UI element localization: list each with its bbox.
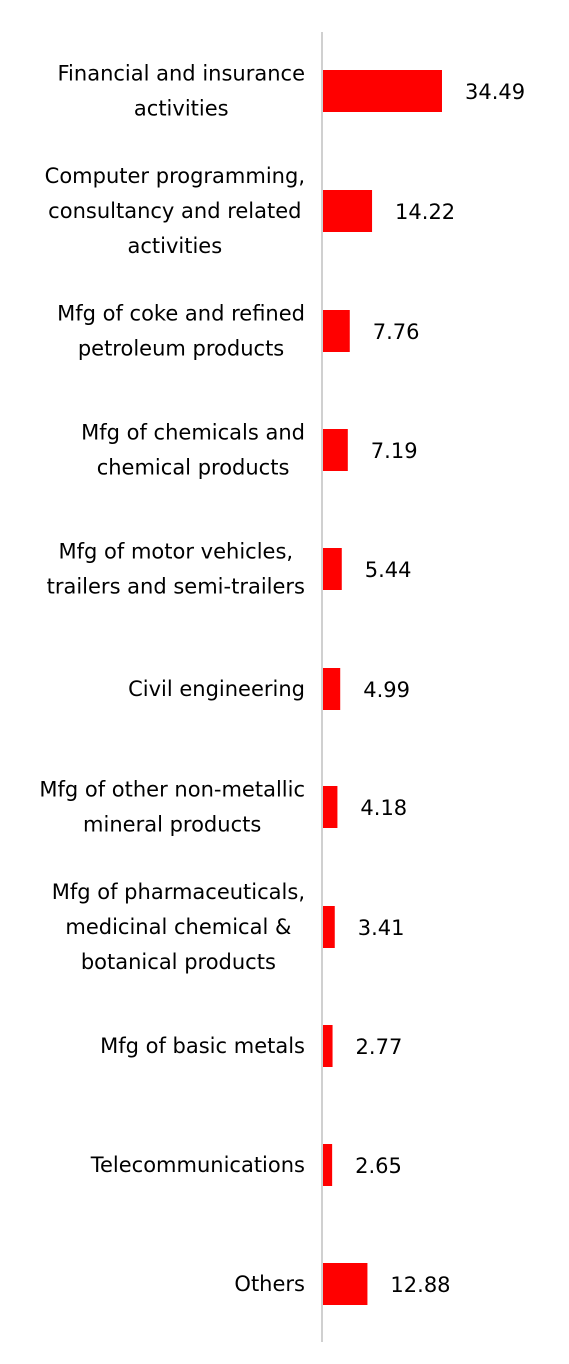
bar: [323, 668, 341, 710]
category-label: Telecommunications: [90, 1153, 305, 1177]
category-label-line: Mfg of pharmaceuticals,: [52, 880, 305, 904]
category-label-line: petroleum products: [78, 337, 284, 361]
category-label-line: Telecommunications: [90, 1153, 305, 1177]
category-label: Mfg of chemicals and chemical products: [81, 421, 305, 480]
value-label: 34.49: [465, 80, 525, 104]
value-label: 4.99: [363, 678, 410, 702]
value-label: 3.41: [358, 916, 405, 940]
category-label-line: medicinal chemical &: [65, 915, 291, 939]
category-label-line: Mfg of chemicals and: [81, 421, 305, 445]
category-label-line: chemical products: [97, 456, 290, 480]
category-label: Mfg of basic metals: [100, 1034, 305, 1058]
value-label: 14.22: [395, 200, 455, 224]
value-label: 12.88: [390, 1273, 450, 1297]
category-label-line: Mfg of coke and refined: [57, 302, 305, 326]
bar: [323, 1263, 368, 1305]
category-label: Civil engineering: [128, 677, 305, 701]
category-label-line: activities: [127, 234, 222, 258]
category-label: Financial and insurance activities: [58, 62, 306, 121]
category-label-line: consultancy and related: [48, 199, 301, 223]
bar: [323, 1144, 333, 1186]
category-label-line: Civil engineering: [128, 677, 305, 701]
bar: [323, 786, 338, 828]
bar: [323, 429, 348, 471]
category-label-line: Others: [234, 1272, 305, 1296]
value-label: 2.77: [356, 1035, 403, 1059]
bar: [323, 1025, 333, 1067]
category-label-line: mineral products: [83, 813, 261, 837]
bar: [323, 906, 335, 948]
value-label: 7.76: [373, 320, 420, 344]
category-label-line: Financial and insurance: [58, 62, 306, 86]
category-label-line: trailers and semi-trailers: [47, 575, 305, 599]
category-label-line: Mfg of motor vehicles,: [59, 540, 294, 564]
category-label-line: Computer programming,: [45, 164, 305, 188]
bar: [323, 70, 442, 112]
category-label-line: activities: [134, 97, 229, 121]
value-label: 4.18: [360, 796, 407, 820]
category-label: Mfg of other non-metallic mineral product…: [39, 778, 305, 837]
value-label: 7.19: [371, 439, 418, 463]
category-label: Mfg of coke and refined petroleum product…: [57, 302, 305, 361]
category-label: Computer programming, consultancy and rel…: [45, 164, 305, 258]
category-label: Mfg of pharmaceuticals, medicinal chemica…: [52, 880, 305, 974]
bar: [323, 190, 373, 232]
bar: [323, 310, 350, 352]
category-label: Mfg of motor vehicles, trailers and semi-…: [47, 540, 305, 599]
value-label: 5.44: [365, 558, 412, 582]
category-label: Others: [234, 1272, 305, 1296]
category-label-line: Mfg of basic metals: [100, 1034, 305, 1058]
value-label: 2.65: [355, 1154, 402, 1178]
category-label-line: botanical products: [81, 950, 276, 974]
category-label-line: Mfg of other non-metallic: [39, 778, 305, 802]
bar: [323, 548, 342, 590]
